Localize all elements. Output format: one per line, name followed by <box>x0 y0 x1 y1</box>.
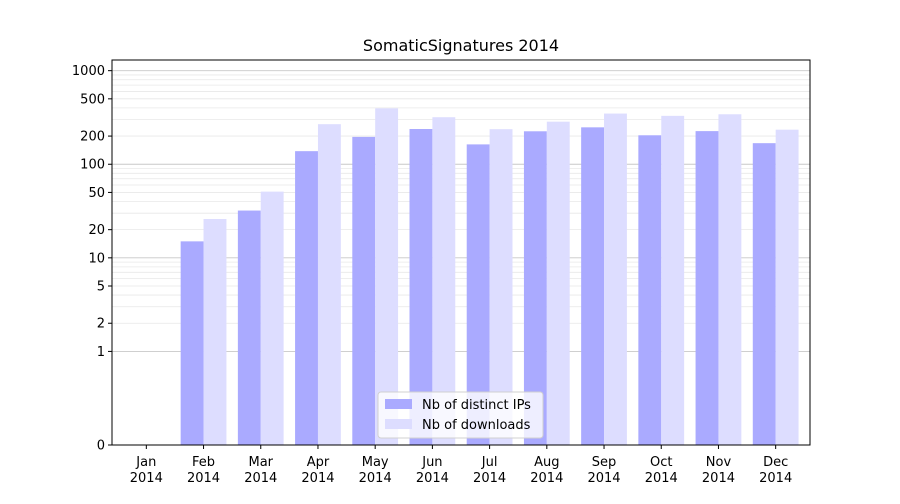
axes: 01251020501002005001000Jan2014Feb2014Mar… <box>72 59 811 486</box>
bar-distinct-ips-2 <box>237 210 261 445</box>
x-tick-label-year: 2014 <box>416 471 449 486</box>
y-tick-label: 500 <box>80 92 105 107</box>
x-tick-label-month: Jan <box>135 455 156 470</box>
bar-downloads-7 <box>546 121 570 446</box>
x-tick-label-month: Jul <box>481 455 498 470</box>
y-tick-label: 0 <box>97 439 105 454</box>
bars <box>180 108 799 446</box>
bar-distinct-ips-1 <box>180 241 204 445</box>
chart-title: SomaticSignatures 2014 <box>363 36 559 55</box>
x-tick-label-year: 2014 <box>759 471 792 486</box>
legend-label-downloads: Nb of downloads <box>422 418 531 433</box>
bar-downloads-2 <box>260 191 284 445</box>
x-tick-label-year: 2014 <box>244 471 277 486</box>
y-tick-label: 100 <box>80 158 105 173</box>
x-tick-label-month: Aug <box>534 455 559 470</box>
x-tick-label-month: Mar <box>248 455 273 470</box>
x-tick-label-month: Sep <box>592 455 617 470</box>
bar-distinct-ips-10 <box>695 131 719 445</box>
y-tick-label: 2 <box>97 317 105 332</box>
x-tick-label-year: 2014 <box>301 471 334 486</box>
bar-distinct-ips-4 <box>352 136 376 446</box>
grid-lines <box>112 70 810 352</box>
y-tick-label: 200 <box>80 130 105 145</box>
x-tick-label-year: 2014 <box>587 471 620 486</box>
x-tick-label-month: Oct <box>650 455 672 470</box>
legend-label-distinct-ips: Nb of distinct IPs <box>422 398 531 413</box>
bar-distinct-ips-3 <box>295 151 318 446</box>
x-tick-label-month: Nov <box>706 455 732 470</box>
bar-downloads-5 <box>432 117 456 445</box>
legend-swatch-downloads <box>385 419 412 429</box>
bar-downloads-1 <box>203 218 227 445</box>
plot-frame <box>111 59 811 446</box>
bar-downloads-4 <box>375 108 399 446</box>
bar-downloads-3 <box>317 124 341 445</box>
x-tick-label-year: 2014 <box>130 471 163 486</box>
x-tick-label-year: 2014 <box>530 471 563 486</box>
y-tick-label: 5 <box>97 280 105 295</box>
bar-distinct-ips-5 <box>409 129 433 445</box>
y-tick-label: 20 <box>88 223 105 238</box>
x-tick-label-month: Feb <box>192 455 215 470</box>
y-tick-label: 50 <box>88 186 105 201</box>
legend: Nb of distinct IPs Nb of downloads <box>377 391 544 439</box>
x-tick-label-month: Apr <box>307 455 330 470</box>
bar-downloads-6 <box>489 129 513 446</box>
legend-swatch-distinct-ips <box>385 399 412 409</box>
bar-downloads-9 <box>661 115 685 445</box>
x-tick-label-year: 2014 <box>702 471 735 486</box>
x-tick-label-year: 2014 <box>187 471 220 486</box>
x-tick-label-month: Dec <box>763 455 788 470</box>
bar-distinct-ips-9 <box>638 135 662 445</box>
bar-distinct-ips-8 <box>581 127 605 445</box>
bar-downloads-8 <box>604 113 627 446</box>
bar-distinct-ips-7 <box>523 131 547 445</box>
bar-distinct-ips-11 <box>752 143 776 445</box>
bar-distinct-ips-6 <box>466 144 490 445</box>
x-tick-label-month: May <box>362 455 389 470</box>
legend-box <box>377 391 544 439</box>
bar-downloads-11 <box>775 129 799 445</box>
y-tick-label: 1000 <box>72 64 105 79</box>
x-tick-label-year: 2014 <box>359 471 392 486</box>
y-tick-label: 10 <box>88 251 105 266</box>
y-tick-label: 1 <box>97 345 105 360</box>
x-tick-label-year: 2014 <box>473 471 506 486</box>
x-tick-label-month: Jun <box>421 455 442 470</box>
x-tick-label-year: 2014 <box>645 471 678 486</box>
bar-downloads-10 <box>718 114 742 445</box>
